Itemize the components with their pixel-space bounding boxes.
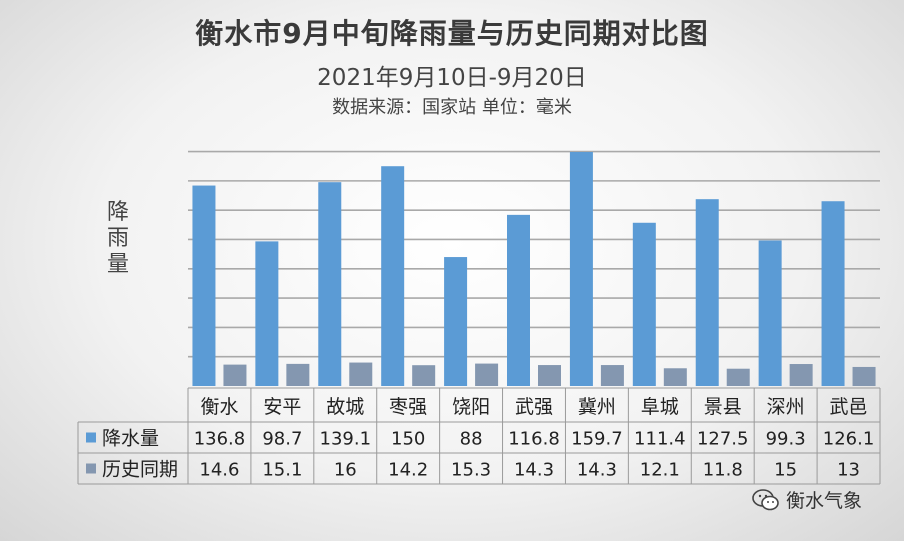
data-value: 14.3	[514, 460, 554, 481]
bar-historical	[349, 362, 373, 386]
category-label: 武强	[515, 396, 553, 418]
category-label: 衡水	[200, 396, 238, 418]
data-value: 126.1	[823, 429, 875, 450]
watermark-text: 衡水气象	[786, 490, 863, 512]
data-value: 127.5	[697, 429, 749, 450]
data-value: 16	[334, 460, 357, 481]
data-value: 13	[837, 460, 860, 481]
bar-historical	[852, 366, 876, 386]
category-label: 冀州	[578, 396, 616, 418]
bar-precipitation	[821, 201, 845, 386]
bar-historical	[538, 365, 561, 386]
category-label: 景县	[704, 396, 742, 418]
bar-precipitation	[507, 214, 530, 386]
bar-precipitation	[695, 199, 719, 386]
data-value: 99.3	[766, 429, 806, 450]
y-axis-label: 降雨量	[106, 200, 129, 277]
data-value: 11.8	[703, 460, 743, 481]
category-label: 故城	[326, 396, 364, 418]
legend-swatch	[86, 463, 96, 474]
data-value: 159.7	[571, 429, 623, 450]
legend-label: 历史同期	[102, 459, 178, 481]
bar-precipitation	[192, 185, 216, 386]
watermark: 衡水气象	[752, 486, 862, 513]
legend-label: 降水量	[102, 428, 159, 450]
category-label: 深州	[767, 396, 805, 418]
bar-historical	[412, 365, 436, 386]
data-value: 111.4	[634, 429, 686, 450]
data-value: 98.7	[262, 429, 302, 450]
bar-historical	[600, 365, 624, 386]
data-value: 88	[460, 429, 483, 450]
chart-source-note: 数据来源：国家站 单位：毫米	[332, 97, 572, 118]
category-label: 枣强	[389, 396, 427, 418]
bar-precipitation	[569, 152, 593, 386]
bar-historical	[286, 363, 310, 386]
data-value: 14.6	[199, 460, 239, 481]
bar-precipitation	[632, 222, 656, 386]
data-value: 139.1	[320, 429, 372, 450]
bar-precipitation	[758, 240, 782, 386]
bar-historical	[475, 363, 499, 386]
bar-precipitation	[444, 257, 468, 386]
wechat-icon	[752, 488, 779, 510]
legend-swatch	[86, 432, 96, 443]
bar-historical	[663, 368, 687, 386]
data-value: 116.8	[508, 429, 560, 450]
bar-historical	[223, 364, 247, 386]
category-label: 阜城	[641, 396, 679, 418]
bar-precipitation	[318, 182, 342, 386]
category-label: 安平	[263, 396, 301, 418]
bar-precipitation	[255, 241, 279, 386]
data-value: 14.3	[577, 460, 617, 481]
data-value: 12.1	[640, 460, 680, 481]
bar-historical	[789, 364, 813, 386]
data-value: 15.3	[451, 460, 491, 481]
chart-title: 衡水市9月中旬降雨量与历史同期对比图	[195, 17, 709, 50]
category-label: 饶阳	[452, 396, 490, 418]
data-value: 136.8	[194, 429, 246, 450]
bar-precipitation	[381, 166, 405, 386]
data-value: 150	[391, 429, 425, 450]
data-value: 15.1	[262, 460, 302, 481]
category-label: 武邑	[830, 396, 868, 418]
data-value: 15	[774, 460, 797, 481]
data-value: 14.2	[388, 460, 428, 481]
bar-historical	[726, 368, 750, 386]
chart-subtitle: 2021年9月10日-9月20日	[317, 65, 587, 91]
